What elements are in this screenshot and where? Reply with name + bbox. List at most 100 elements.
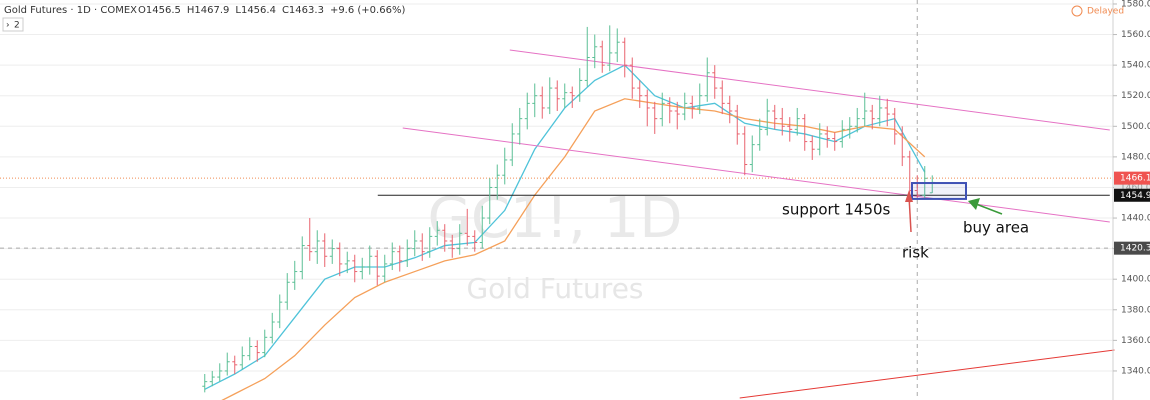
ohlc-bar — [434, 221, 440, 246]
ohlc-bar — [869, 104, 875, 130]
ohlc-bar — [464, 208, 470, 246]
ohlc-bar — [314, 230, 320, 264]
y-tick-label: 1360.0 — [1121, 336, 1150, 346]
ohlc-bar — [532, 83, 538, 118]
ohlc-bar — [689, 95, 695, 119]
ohlc-bar — [719, 80, 725, 115]
y-tick-label: 1380.0 — [1121, 305, 1150, 315]
ohlc-bar — [367, 245, 373, 275]
ohlc-bar — [787, 117, 793, 142]
ohlc-bar — [607, 25, 613, 72]
y-tick-label: 1340.0 — [1121, 366, 1150, 376]
ohlc-bar — [682, 92, 688, 121]
ohlc-bar — [629, 57, 635, 99]
y-tick-label: 1480.0 — [1121, 152, 1150, 162]
ohlc-bar — [517, 107, 523, 145]
ohlc-bar — [502, 147, 508, 185]
ohlc-bar — [292, 260, 298, 290]
ohlc-bar — [652, 101, 658, 134]
buy-arrow — [968, 198, 1003, 215]
ohlc-bar — [877, 95, 883, 127]
ohlc-bar — [509, 123, 515, 167]
ohlc-bar — [547, 77, 553, 115]
ohlc-value: C1463.3 — [282, 5, 324, 16]
buy-note: buy area — [963, 219, 1029, 237]
indicator-toggle[interactable] — [2, 17, 24, 32]
price-mark — [1114, 188, 1150, 202]
ohlc-bar — [757, 118, 763, 151]
ohlc-bar — [494, 164, 500, 200]
trend-line — [509, 49, 1110, 131]
ohlc-bar — [667, 97, 673, 124]
ohlc-bar — [884, 98, 890, 127]
ohlc-bar — [734, 104, 740, 145]
risk-arrow — [905, 190, 913, 233]
ohlc-bar — [809, 135, 815, 160]
ohlc-bar — [562, 83, 568, 108]
ohlc-bar — [802, 114, 808, 151]
ohlc-bar — [232, 355, 238, 375]
ohlc-bar — [569, 86, 575, 108]
price-mark — [1114, 171, 1150, 185]
ohlc-bar — [299, 236, 305, 280]
ohlc-bar — [374, 250, 380, 286]
ohlc-value: O1456.5 — [138, 5, 181, 16]
ohlc-bar — [899, 126, 905, 167]
ohlc-bar — [224, 352, 230, 376]
buy-area — [911, 182, 967, 200]
ohlc-bar — [479, 205, 485, 249]
y-tick-label: 1440.0 — [1121, 214, 1150, 224]
ohlc-bar — [847, 117, 853, 139]
ohlc-bar — [524, 92, 530, 130]
ohlc-bar — [487, 178, 493, 225]
ohlc-bar — [352, 254, 358, 283]
ohlc-bar — [637, 80, 643, 108]
ohlc-bar — [419, 233, 425, 261]
symbol: Gold Futures · 1D · COMEX — [4, 5, 137, 16]
delayed: Delayed — [1087, 7, 1124, 17]
ohlc-bar — [247, 337, 253, 361]
ohlc-bar — [389, 242, 395, 271]
ohlc-bar — [862, 92, 868, 127]
ohlc-bar — [764, 98, 770, 136]
price-mark-label: 1420.3 — [1120, 244, 1150, 254]
ohlc-bar — [329, 239, 335, 264]
ohlc-bar — [397, 245, 403, 272]
ohlc-bar — [599, 40, 605, 73]
ohlc-bar — [269, 312, 275, 344]
ohlc-bar — [772, 104, 778, 130]
price-mark-label: 1460.0 — [1120, 183, 1150, 193]
ohlc-bar — [644, 89, 650, 127]
ohlc-bar — [584, 26, 590, 87]
ohlc-value: L1456.4 — [235, 5, 276, 16]
ohlc-bar — [337, 242, 343, 277]
y-tick-label: 1560.0 — [1121, 30, 1150, 40]
ohlc-bar — [457, 224, 463, 255]
ohlc-bar — [322, 233, 328, 267]
ohlc-bar — [892, 107, 898, 145]
y-tick-label: 1540.0 — [1121, 61, 1150, 71]
ohlc-bar — [382, 254, 388, 283]
ohlc-bar — [284, 273, 290, 310]
ohlc-bar — [674, 101, 680, 130]
toggle-icon: › — [6, 21, 10, 31]
ohlc-bar — [824, 126, 830, 148]
ohlc-bar — [794, 107, 800, 136]
grid — [0, 3, 1113, 372]
ohlc-bar — [449, 234, 455, 258]
ohlc-bar — [217, 363, 223, 382]
y-tick-label: 1520.0 — [1121, 91, 1150, 101]
watermark-symbol: GC1!, 1D — [428, 186, 683, 251]
ohlc-bar — [749, 135, 755, 173]
ohlc-bar — [359, 257, 365, 280]
ohlc-value: +9.6 (+0.66%) — [330, 5, 406, 16]
ohlc-bar — [554, 80, 560, 112]
ohlc-bar — [854, 107, 860, 133]
ohlc-bar — [659, 92, 665, 127]
delayed-icon — [1071, 5, 1083, 17]
ohlc-bar — [344, 251, 350, 274]
ohlc-bar — [307, 218, 313, 261]
price-mark-label: 1466.1 — [1120, 174, 1150, 184]
ohlc-bar — [427, 227, 433, 258]
y-tick-label: 1400.0 — [1121, 275, 1150, 285]
